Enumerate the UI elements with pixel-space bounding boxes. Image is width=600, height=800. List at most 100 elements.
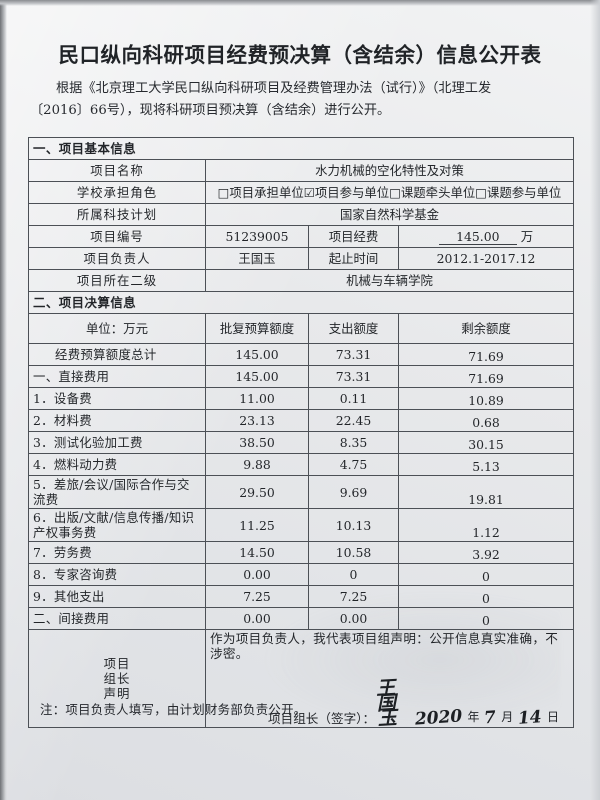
budget-approved-value: 7.25	[205, 585, 309, 608]
department-value: 机械与车辆学院	[205, 269, 574, 292]
table-row: 经费预算额度总计 145.00 73.31 71.69	[28, 343, 574, 366]
budget-remaining-value: 10.89	[398, 387, 574, 410]
budget-table-header-row: 单位：万元 批复预算额度 支出额度 剩余额度	[28, 313, 574, 344]
date-day-unit: 日	[546, 710, 559, 724]
department-label: 项目所在二级	[28, 269, 206, 292]
table-row: 二、间接费用 0.00 0.00 0	[28, 607, 574, 630]
budget-approved-value: 29.50	[205, 475, 309, 509]
scan-edge-left	[0, 0, 7, 800]
budget-approved-value: 145.00	[205, 365, 309, 388]
intro-line-1: 根据《北京理工大学民口纵向科研项目及经费管理办法（试行）》（北理工发	[56, 81, 492, 96]
table-row: 5．差旅/会议/国际合作与交流费 29.50 9.69 19.81	[28, 475, 574, 509]
funding-unit: 万	[520, 228, 534, 244]
budget-item-label: 8．专家咨询费	[28, 563, 206, 586]
budget-item-label: 一、直接费用	[28, 365, 206, 388]
row-project-leader: 项目负责人 王国玉 起止时间 2012.1-2017.12	[28, 247, 574, 270]
school-role-label: 学校承担角色	[28, 181, 206, 204]
date-year-unit: 年	[467, 710, 480, 724]
plan-label: 所属科技计划	[28, 203, 206, 226]
school-role-option-2: 课题牵头单位	[400, 185, 476, 200]
budget-remaining-value: 0	[398, 585, 574, 608]
budget-remaining-value: 0.68	[398, 409, 574, 432]
section2-header-row: 二、项目决算信息	[28, 291, 574, 314]
signature-handwritten: 王国玉	[375, 677, 397, 730]
leader-value: 王国玉	[205, 247, 309, 270]
budget-spent-value: 9.69	[308, 475, 399, 509]
budget-remaining-value: 0	[398, 563, 574, 586]
period-label: 起止时间	[308, 247, 399, 270]
budget-spent-value: 0.00	[308, 607, 399, 630]
budget-spent-value: 73.31	[308, 343, 399, 366]
disclosure-form-table: 一、项目基本信息 项目名称 水力机械的空化特性及对策 学校承担角色 □项目承担单…	[28, 137, 574, 730]
budget-approved-value: 11.25	[205, 508, 309, 542]
budget-remaining-value: 5.13	[398, 453, 574, 476]
budget-spent-value: 4.75	[308, 453, 399, 476]
checkbox-unchecked-icon[interactable]: □	[217, 185, 230, 200]
declaration-row: 项目 组长 声明 作为项目负责人，我代表项目组声明：公开信息真实准确，不涉密。 …	[28, 629, 574, 730]
budget-spent-value: 10.58	[308, 541, 399, 564]
checkbox-unchecked-icon[interactable]: □	[475, 185, 487, 200]
declaration-label-line2: 组长	[103, 671, 131, 686]
table-row: 7．劳务费 14.50 10.58 3.92	[28, 541, 574, 564]
budget-spent-value: 10.13	[308, 508, 399, 542]
declaration-body: 作为项目负责人，我代表项目组声明：公开信息真实准确，不涉密。 项目组长（签字）：…	[205, 629, 574, 730]
budget-remaining-value: 0	[398, 607, 574, 630]
budget-item-label: 经费预算额度总计	[28, 343, 206, 366]
row-school-role: 学校承担角色 □项目承担单位☑项目参与单位□课题牵头单位□课题参与单位	[28, 181, 574, 204]
page-title: 民口纵向科研项目经费预决算（含结余）信息公开表	[58, 43, 542, 67]
budget-approved-value: 0.00	[205, 563, 309, 586]
project-name-value: 水力机械的空化特性及对策	[205, 159, 574, 182]
table-row: 6．出版/文献/信息传播/知识产权事务费 11.25 10.13 1.12	[28, 508, 574, 542]
funding-value: 145.00	[438, 229, 517, 245]
school-role-option-0: 项目承担单位	[229, 185, 304, 200]
budget-approved-value: 23.13	[205, 409, 309, 432]
budget-remaining-value: 19.81	[398, 475, 574, 509]
row-project-name: 项目名称 水力机械的空化特性及对策	[28, 159, 574, 182]
row-department: 项目所在二级 机械与车辆学院	[28, 269, 574, 292]
budget-remaining-value: 30.15	[398, 431, 574, 454]
checkbox-unchecked-icon[interactable]: □	[389, 185, 401, 200]
intro-line-2: 〔2016〕66号），现将科研项目预决算（含结余）进行公开。	[30, 103, 391, 118]
budget-approved-value: 9.88	[205, 453, 309, 476]
budget-remaining-value: 1.12	[398, 508, 574, 542]
budget-item-label: 1．设备费	[28, 387, 206, 410]
row-project-number: 项目编号 51239005 项目经费 145.00 万	[28, 225, 574, 248]
budget-approved-value: 11.00	[205, 387, 309, 410]
date-day-value: 14	[517, 707, 543, 729]
row-science-plan: 所属科技计划 国家自然科学基金	[28, 203, 574, 226]
budget-spent-value: 0.11	[308, 387, 399, 410]
section2-heading: 二、项目决算信息	[28, 291, 574, 314]
budget-approved-value: 38.50	[205, 431, 309, 454]
plan-value: 国家自然科学基金	[205, 203, 574, 226]
table-row: 2．材料费 23.13 22.45 0.68	[28, 409, 574, 432]
budget-spent-value: 0	[308, 563, 399, 586]
signature-row: 项目组长（签字）： 王国玉 2020 年 7 月 14 日	[210, 677, 569, 730]
section1-heading: 一、项目基本信息	[28, 137, 574, 160]
scan-edge-right	[590, 0, 600, 800]
date-month-value: 7	[483, 707, 497, 729]
budget-item-label: 二、间接费用	[28, 607, 206, 630]
budget-spent-value: 7.25	[308, 585, 399, 608]
section1-header-row: 一、项目基本信息	[28, 137, 574, 160]
checkbox-checked-icon[interactable]: ☑	[303, 185, 315, 200]
budget-remaining-value: 3.92	[398, 541, 574, 564]
budget-approved-value: 14.50	[205, 541, 309, 564]
budget-spent-value: 22.45	[308, 409, 399, 432]
period-value: 2012.1-2017.12	[398, 247, 574, 270]
signature-label: 项目组长（签字）：	[268, 711, 376, 726]
budget-approved-value: 145.00	[205, 343, 309, 366]
document-intro: 根据《北京理工大学民口纵向科研项目及经费管理办法（试行）》（北理工发 〔2016…	[30, 78, 570, 122]
declaration-label-line3: 声明	[103, 686, 131, 701]
project-name-label: 项目名称	[28, 159, 206, 182]
date-year-value: 2020	[414, 706, 464, 730]
budget-item-label: 2．材料费	[28, 409, 206, 432]
leader-label: 项目负责人	[28, 247, 206, 270]
budget-spent-value: 8.35	[308, 431, 399, 454]
footer-note: 注：项目负责人填写，由计划财务部负责公开。	[40, 702, 307, 717]
column-header-approved: 批复预算额度	[205, 313, 309, 344]
column-header-spent: 支出额度	[308, 313, 399, 344]
funding-cell: 145.00 万	[398, 225, 574, 248]
budget-item-label: 3．测试化验加工费	[28, 431, 206, 454]
project-number-value: 51239005	[205, 225, 309, 248]
